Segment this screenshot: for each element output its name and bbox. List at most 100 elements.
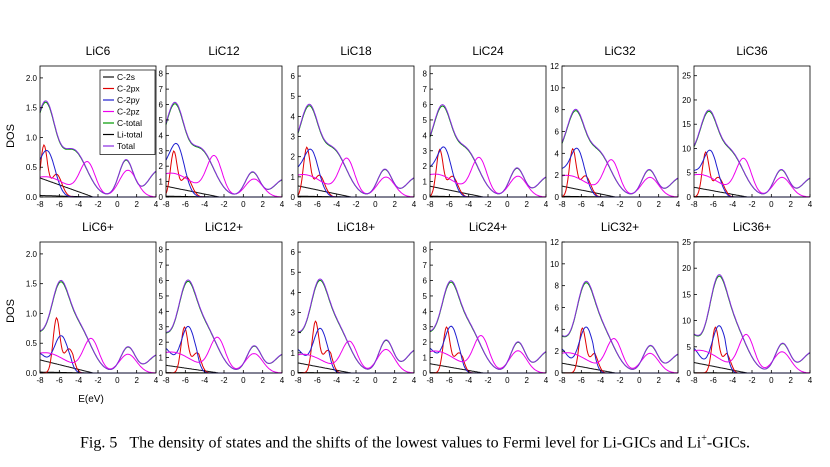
panel-6: LiC6+ -8 -6 -4 -2 0 2 4 0.0 0.5 1.0 1.5 2.0: [26, 220, 159, 385]
series-c-total: [429, 281, 547, 370]
y-tick-label: 0: [687, 193, 692, 202]
x-tick-label: -4: [465, 376, 473, 385]
x-tick-label: -4: [201, 376, 209, 385]
x-tick-label: 4: [676, 376, 681, 385]
y-tick-label: 0: [555, 193, 560, 202]
y-tick-label: 5: [687, 343, 692, 352]
panel-frame: [39, 241, 157, 374]
x-tick-label: -4: [201, 200, 209, 209]
panel-title: LiC36+: [733, 220, 771, 234]
y-tick-label: 4: [159, 131, 164, 140]
panel-title: LiC32+: [601, 220, 639, 234]
series-total: [297, 103, 415, 195]
x-tick-label: -6: [710, 200, 718, 209]
y-tick-label: 5: [687, 169, 692, 178]
y-tick-label: 20: [682, 96, 691, 105]
x-tick-label: 0: [115, 200, 120, 209]
y-tick-label: 6: [159, 101, 164, 110]
x-tick-label: -8: [426, 376, 434, 385]
x-tick-label: 4: [808, 376, 813, 385]
y-tick-label: 4: [291, 288, 296, 297]
x-tick-label: -2: [616, 200, 624, 209]
caption-superscript: +: [701, 433, 707, 444]
y-tick-label: 0: [291, 369, 296, 378]
legend-entry: C-2pz: [117, 107, 140, 117]
y-tick-label: 4: [555, 325, 560, 334]
x-tick-label: 4: [412, 376, 417, 385]
x-tick-label: -2: [484, 376, 492, 385]
x-tick-label: -8: [294, 376, 302, 385]
y-tick-label: 4: [423, 307, 428, 316]
x-tick-label: -8: [162, 200, 170, 209]
x-tick-label: 4: [676, 200, 681, 209]
y-tick-label: 8: [423, 246, 428, 255]
series-c-2px: [430, 326, 546, 374]
y-tick-label: 7: [159, 85, 164, 94]
y-tick-label: 5: [423, 292, 428, 301]
y-tick-label: 4: [159, 307, 164, 316]
y-tick-label: 2: [159, 338, 164, 347]
x-tick-label: -8: [36, 376, 44, 385]
panel-5: LiC36 -8 -6 -4 -2 0 2 4 0 5 10 15 20 25: [682, 44, 813, 209]
x-tick-label: 0: [241, 200, 246, 209]
panel-title: LiC24: [472, 44, 504, 58]
x-tick-label: -4: [465, 200, 473, 209]
x-tick-label: 4: [808, 200, 813, 209]
y-tick-label: 2: [423, 338, 428, 347]
panel-title: LiC12: [208, 44, 240, 58]
x-tick-label: -8: [558, 200, 566, 209]
x-tick-label: -6: [314, 376, 322, 385]
y-tick-label: 10: [682, 317, 691, 326]
x-tick-label: -4: [597, 376, 605, 385]
series-total: [39, 100, 157, 195]
x-tick-label: 2: [524, 200, 529, 209]
series-c-total: [693, 275, 811, 370]
x-tick-label: -4: [597, 200, 605, 209]
caption-label: Fig. 5: [80, 434, 118, 452]
x-tick-label: 0: [637, 200, 642, 209]
y-tick-label: 1: [159, 178, 164, 187]
y-tick-label: 5: [159, 116, 164, 125]
x-tick-label: -6: [182, 376, 190, 385]
series-total: [165, 279, 283, 370]
y-tick-label: 0: [423, 193, 428, 202]
panel-11: LiC36+ -8 -6 -4 -2 0 2 4 0 5 10 15 20 25: [682, 220, 813, 385]
y-tick-label: 0: [423, 369, 428, 378]
x-tick-label: -8: [162, 376, 170, 385]
x-tick-label: 2: [392, 376, 397, 385]
x-tick-label: 0: [637, 376, 642, 385]
y-axis-label-top: DOS: [5, 124, 17, 148]
x-tick-label: -4: [333, 200, 341, 209]
series-c-2pz: [429, 334, 547, 374]
y-tick-label: 12: [550, 238, 559, 247]
series-total: [429, 104, 547, 195]
y-tick-label: 0.5: [26, 163, 38, 172]
series-c-2py: [165, 325, 282, 374]
series-total: [561, 108, 679, 195]
y-tick-label: 1.5: [26, 280, 38, 289]
y-tick-label: 6: [291, 72, 296, 81]
x-tick-label: -8: [36, 200, 44, 209]
panel-2: LiC18 -8 -6 -4 -2 0 2 4 0 1 2 3 4 5 6: [291, 44, 417, 209]
x-tick-label: -2: [352, 200, 360, 209]
series-c-2px: [298, 320, 414, 374]
panel-title: LiC6: [86, 44, 111, 58]
y-tick-label: 7: [423, 85, 428, 94]
series-c-2pz: [561, 159, 679, 198]
panel-frame: [429, 241, 547, 374]
y-tick-label: 6: [423, 277, 428, 286]
caption-suffix: -GICs.: [706, 434, 750, 452]
x-tick-label: -6: [56, 200, 64, 209]
x-tick-label: 0: [505, 376, 510, 385]
series-total: [39, 279, 157, 371]
series-total: [429, 280, 547, 370]
series-c-2pz: [39, 337, 156, 374]
y-tick-label: 2.0: [26, 250, 38, 259]
y-tick-label: 2: [291, 153, 296, 162]
x-tick-label: 2: [260, 376, 265, 385]
x-tick-label: -6: [578, 200, 586, 209]
panel-title: LiC36: [736, 44, 768, 58]
x-tick-label: -2: [220, 200, 228, 209]
x-tick-label: -4: [729, 376, 737, 385]
y-tick-label: 4: [291, 112, 296, 121]
